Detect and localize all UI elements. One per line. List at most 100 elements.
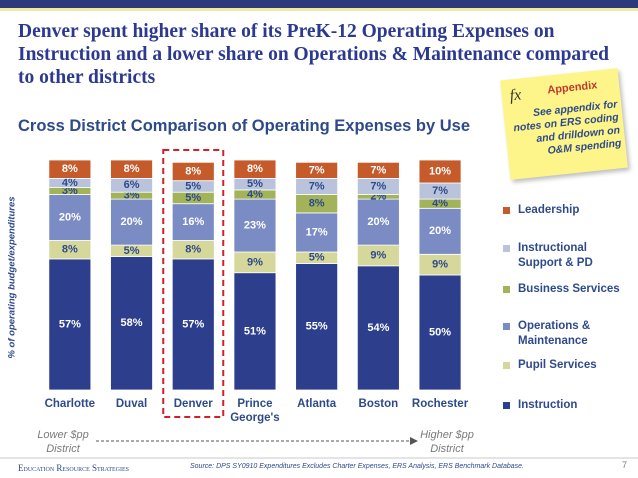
data-label: 4%: [432, 198, 448, 210]
x-tick-label: Atlanta: [297, 398, 337, 410]
legend-swatch: [503, 245, 510, 252]
data-label: 4%: [247, 188, 263, 200]
legend-swatch: [503, 286, 510, 293]
data-label: 20%: [429, 225, 451, 237]
subtitle: Cross District Comparison of Operating E…: [18, 117, 471, 135]
legend-swatch: [503, 402, 510, 409]
sticky-note: fx Appendix See appendix for notes on ER…: [500, 68, 628, 180]
legend-label: Leadership: [518, 204, 580, 216]
legend-label: Pupil Services: [518, 359, 597, 371]
data-label: 50%: [429, 326, 451, 338]
bar-segment: [233, 272, 277, 391]
legend-entry: Operations & Maintenance: [503, 319, 622, 349]
scale-high: Higher $pp District: [420, 429, 474, 455]
scale-low: Lower $pp District: [37, 429, 89, 455]
data-label: 7%: [309, 180, 325, 192]
data-label: 5%: [185, 192, 201, 204]
headline: Denver spent higher share of its PreK-12…: [18, 21, 609, 88]
scale-arrow-head: [410, 437, 418, 445]
footer-organization: Education Resource Strategies: [18, 463, 130, 473]
x-tick-label: Charlotte: [44, 398, 96, 410]
data-label: 8%: [124, 163, 140, 175]
legend-swatch: [503, 362, 510, 369]
data-label: 5%: [309, 252, 325, 264]
page-number: 7: [622, 460, 628, 470]
data-label: 8%: [185, 244, 201, 256]
data-label: 58%: [121, 317, 143, 329]
data-label: 54%: [367, 322, 389, 334]
note-title: Appendix: [546, 79, 598, 97]
x-tick-label: Rochester: [411, 398, 469, 410]
bar-segment: [233, 159, 277, 179]
data-label: 8%: [62, 163, 78, 175]
bar-segment: [48, 194, 92, 241]
bar-segment: [48, 258, 92, 391]
x-tick-label: Denver: [173, 398, 213, 410]
data-label: 5%: [185, 180, 201, 192]
bar-segment: [418, 159, 462, 184]
data-label: 7%: [432, 185, 448, 197]
bar-segment: [356, 198, 400, 246]
highlight-box: [162, 149, 225, 418]
data-label: 7%: [370, 180, 386, 192]
legend-entry: Instruction: [503, 398, 622, 413]
legend-label: Instruction: [518, 399, 578, 411]
data-label: 55%: [306, 321, 328, 333]
data-label: 9%: [370, 249, 386, 261]
data-label: 51%: [244, 325, 266, 337]
legend-entry: Pupil Services: [503, 358, 622, 373]
data-label: 4%: [62, 177, 78, 189]
data-label: 9%: [247, 256, 263, 268]
data-label: 5%: [124, 245, 140, 257]
data-label: 8%: [185, 165, 201, 177]
bar-segment: [418, 274, 462, 391]
data-label: 10%: [429, 165, 451, 177]
bar-segment: [110, 256, 153, 391]
y-axis-label: % of operating budget/expenditures: [6, 196, 18, 359]
data-label: 20%: [367, 216, 389, 228]
x-tick-label: Boston: [358, 398, 399, 410]
legend-swatch: [503, 323, 510, 330]
data-label: 20%: [121, 216, 143, 228]
data-label: 5%: [247, 178, 263, 190]
data-label: 7%: [370, 164, 386, 176]
data-label: 8%: [309, 198, 325, 210]
legend-entry: Leadership: [503, 203, 622, 218]
legend-label: Business Services: [518, 283, 620, 295]
footer-source: Source: DPS SY0910 Expenditures Excludes…: [190, 463, 524, 470]
legend-entry: Instructional Support & PD: [503, 241, 622, 271]
legend-entry: Business Services: [503, 282, 622, 297]
bar-segment: [295, 263, 339, 391]
bar-segment: [171, 161, 215, 182]
data-label: 23%: [244, 219, 266, 231]
legend-label: Instructional Support & PD: [518, 242, 593, 269]
bar-segment: [171, 203, 215, 241]
x-tick-label: Duval: [115, 398, 148, 410]
legend-swatch: [503, 207, 510, 214]
data-label: 20%: [59, 211, 81, 223]
top-stripe: [0, 8, 638, 11]
bar-segment: [356, 161, 400, 179]
data-label: 57%: [182, 318, 204, 330]
data-label: 6%: [124, 179, 140, 191]
note-icon: fx: [508, 86, 523, 105]
data-label: 16%: [182, 216, 204, 228]
note-text: See appendix for notes on ERS coding and…: [512, 98, 622, 157]
top-band: [0, 0, 638, 8]
bar-segment: [356, 265, 400, 391]
legend-label: Operations & Maintenance: [518, 320, 591, 347]
data-label: 8%: [247, 163, 263, 175]
bar-segment: [110, 159, 153, 179]
data-label: 8%: [62, 244, 78, 256]
data-label: 17%: [306, 226, 328, 238]
data-label: 9%: [432, 259, 448, 271]
x-tick-label: Prince George's: [230, 398, 280, 424]
bar-segment: [295, 161, 339, 179]
bar-segment: [171, 258, 215, 391]
data-label: 7%: [309, 164, 325, 176]
bar-segment: [295, 212, 339, 253]
bar-segment: [48, 159, 92, 179]
data-label: 57%: [59, 318, 81, 330]
